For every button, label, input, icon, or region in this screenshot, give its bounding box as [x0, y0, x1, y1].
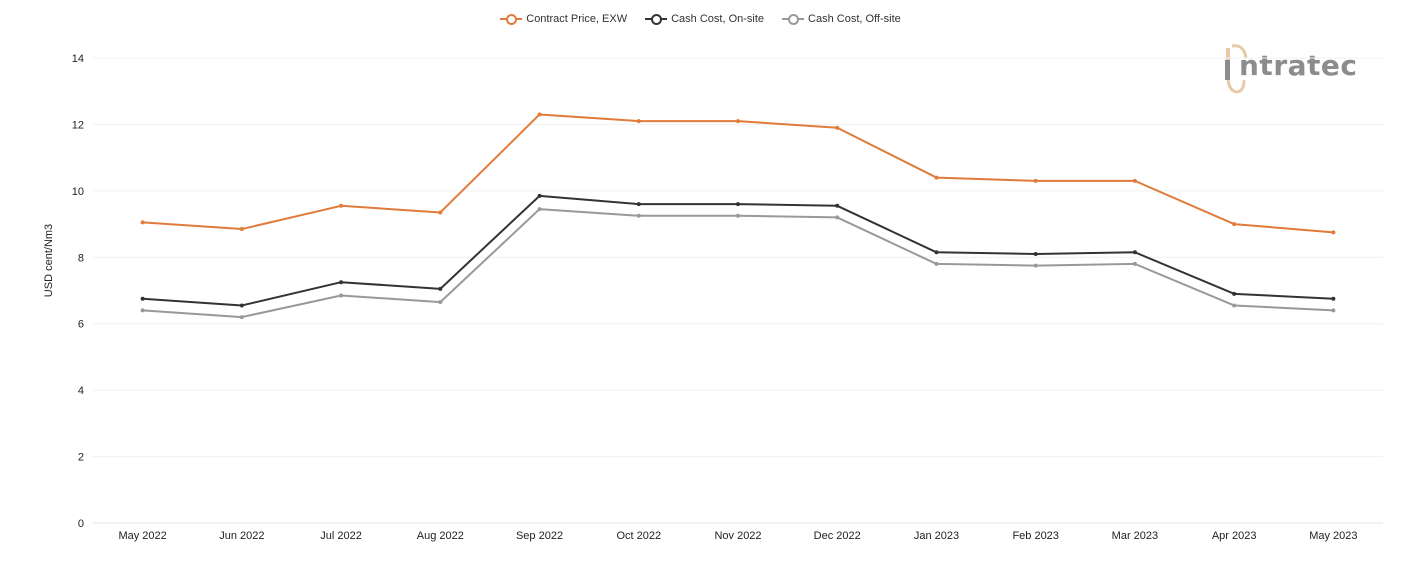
data-point[interactable]	[239, 315, 244, 320]
data-point[interactable]	[1132, 250, 1137, 255]
data-point[interactable]	[140, 308, 145, 313]
data-point[interactable]	[239, 227, 244, 232]
legend-swatch-cash-cost-on-site	[645, 13, 668, 25]
logo-mark-icon	[1225, 44, 1248, 94]
series-line-1[interactable]	[142, 194, 1334, 307]
x-tick-label: Aug 2022	[417, 530, 464, 542]
logo-text: ntratec	[1239, 49, 1358, 82]
data-point[interactable]	[636, 202, 641, 207]
data-point[interactable]	[1033, 263, 1038, 268]
data-point[interactable]	[339, 280, 344, 285]
x-tick-label: Dec 2022	[814, 530, 861, 542]
x-tick-label: Jul 2022	[320, 530, 362, 542]
x-tick-label: Apr 2023	[1212, 530, 1257, 542]
y-tick-label: 4	[78, 385, 84, 397]
data-point[interactable]	[537, 207, 542, 212]
x-tick-label: Mar 2023	[1112, 530, 1158, 542]
data-point[interactable]	[636, 119, 641, 124]
x-tick-label: Jun 2022	[219, 530, 264, 542]
data-point[interactable]	[140, 220, 145, 225]
legend-swatch-cash-cost-off-site	[782, 13, 805, 25]
data-point[interactable]	[1232, 291, 1237, 296]
legend-item-cash-cost-on-site[interactable]: Cash Cost, On-site	[645, 13, 764, 25]
chart-legend: Contract Price, EXW Cash Cost, On-site C…	[0, 13, 1401, 25]
y-axis-title: USD cent/Nm3	[43, 224, 55, 297]
data-point[interactable]	[1132, 261, 1137, 266]
series-lines	[140, 112, 1336, 320]
legend-swatch-contract-price	[500, 13, 523, 25]
x-tick-label: Sep 2022	[516, 530, 563, 542]
data-point[interactable]	[239, 303, 244, 308]
data-point[interactable]	[835, 125, 840, 130]
y-tick-label: 14	[72, 53, 84, 65]
legend-label-contract-price: Contract Price, EXW	[526, 13, 628, 25]
data-point[interactable]	[736, 213, 740, 218]
series-line-2[interactable]	[142, 208, 1334, 319]
data-point[interactable]	[1033, 251, 1038, 256]
y-tick-label: 12	[72, 119, 84, 131]
data-point[interactable]	[438, 286, 443, 291]
data-point[interactable]	[339, 203, 344, 208]
data-point[interactable]	[140, 296, 145, 301]
y-tick-label: 6	[78, 319, 84, 331]
data-point[interactable]	[934, 250, 939, 255]
data-point[interactable]	[835, 203, 840, 208]
data-point[interactable]	[537, 112, 542, 117]
y-tick-label: 8	[78, 252, 84, 264]
data-point[interactable]	[1331, 296, 1336, 301]
x-tick-label: May 2023	[1309, 530, 1357, 542]
data-point[interactable]	[438, 300, 443, 305]
data-point[interactable]	[835, 215, 840, 220]
data-point[interactable]	[438, 210, 443, 215]
legend-label-cash-cost-off-site: Cash Cost, Off-site	[808, 13, 901, 25]
data-point[interactable]	[537, 193, 542, 198]
legend-item-contract-price[interactable]: Contract Price, EXW	[500, 13, 627, 25]
data-point[interactable]	[736, 119, 740, 124]
y-tick-label: 10	[72, 186, 84, 198]
intratec-logo: ntratec	[1222, 42, 1372, 98]
data-point[interactable]	[934, 175, 939, 180]
y-axis-ticks: 0 2 4 6 8 10 12 14	[72, 53, 84, 530]
data-point[interactable]	[1331, 230, 1336, 235]
x-tick-label: Feb 2023	[1012, 530, 1058, 542]
data-point[interactable]	[1331, 308, 1336, 313]
legend-label-cash-cost-on-site: Cash Cost, On-site	[671, 13, 765, 25]
data-point[interactable]	[1232, 222, 1237, 227]
data-point[interactable]	[1033, 178, 1038, 183]
data-point[interactable]	[636, 213, 641, 218]
x-tick-label: May 2022	[118, 530, 166, 542]
x-tick-label: Oct 2022	[616, 530, 661, 542]
data-point[interactable]	[934, 261, 939, 266]
y-tick-label: 0	[78, 518, 84, 530]
grid-lines	[93, 57, 1383, 524]
data-point[interactable]	[736, 202, 740, 207]
data-point[interactable]	[1132, 178, 1137, 183]
x-tick-label: Jan 2023	[914, 530, 959, 542]
x-tick-label: Nov 2022	[714, 530, 761, 542]
legend-item-cash-cost-off-site[interactable]: Cash Cost, Off-site	[782, 13, 901, 25]
y-tick-label: 2	[78, 452, 84, 464]
data-point[interactable]	[1232, 303, 1237, 308]
x-axis-ticks: May 2022 Jun 2022 Jul 2022 Aug 2022 Sep 2022…	[118, 530, 1357, 542]
data-point[interactable]	[339, 293, 344, 298]
